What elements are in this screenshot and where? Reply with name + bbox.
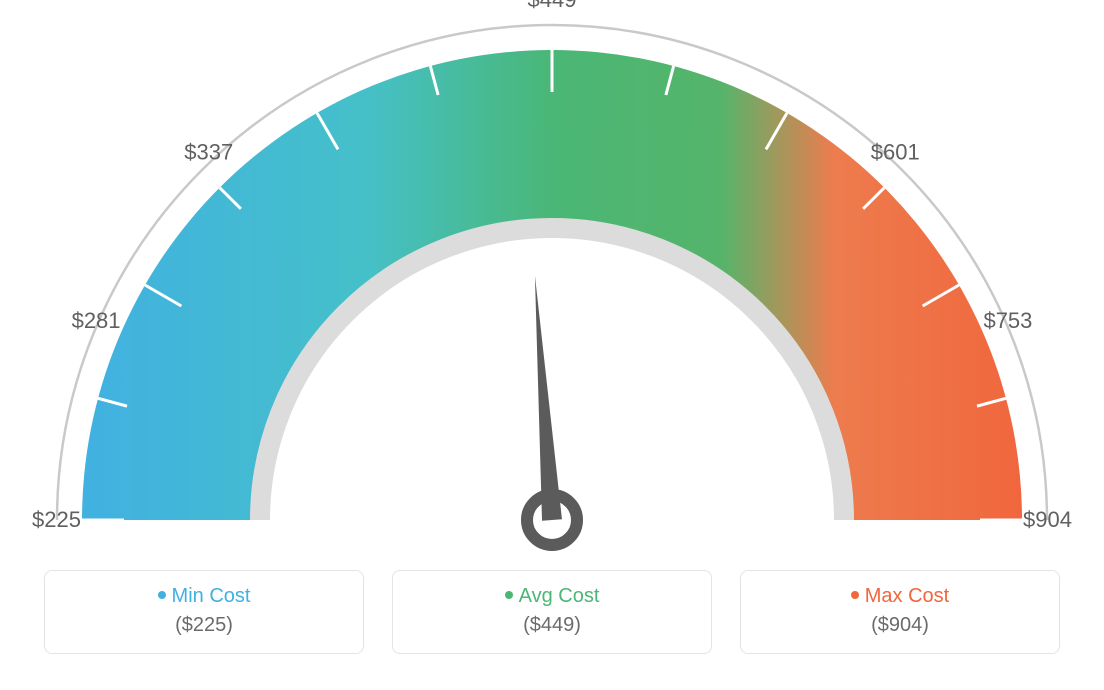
legend-avg-label: Avg Cost: [519, 585, 600, 607]
legend-avg-dot: [505, 591, 513, 599]
legend-min-title: Min Cost: [55, 585, 353, 608]
legend-max-title: Max Cost: [751, 585, 1049, 608]
cost-gauge-chart: $225 $281 $337 $449 $601 $753 $904: [0, 0, 1104, 560]
legend-avg-title: Avg Cost: [403, 585, 701, 608]
legend-row: Min Cost ($225) Avg Cost ($449) Max Cost…: [0, 570, 1104, 654]
legend-min-dot: [158, 591, 166, 599]
svg-text:$753: $753: [983, 308, 1032, 333]
legend-min-card: Min Cost ($225): [44, 570, 364, 654]
svg-text:$225: $225: [32, 507, 81, 532]
legend-max-value: ($904): [751, 614, 1049, 637]
legend-max-dot: [851, 591, 859, 599]
legend-max-label: Max Cost: [865, 585, 949, 607]
legend-avg-card: Avg Cost ($449): [392, 570, 712, 654]
legend-max-card: Max Cost ($904): [740, 570, 1060, 654]
legend-min-value: ($225): [55, 614, 353, 637]
svg-text:$281: $281: [72, 308, 121, 333]
legend-min-label: Min Cost: [172, 585, 251, 607]
legend-avg-value: ($449): [403, 614, 701, 637]
svg-text:$904: $904: [1023, 507, 1072, 532]
svg-text:$601: $601: [871, 139, 920, 164]
svg-text:$449: $449: [528, 0, 577, 12]
svg-text:$337: $337: [184, 139, 233, 164]
